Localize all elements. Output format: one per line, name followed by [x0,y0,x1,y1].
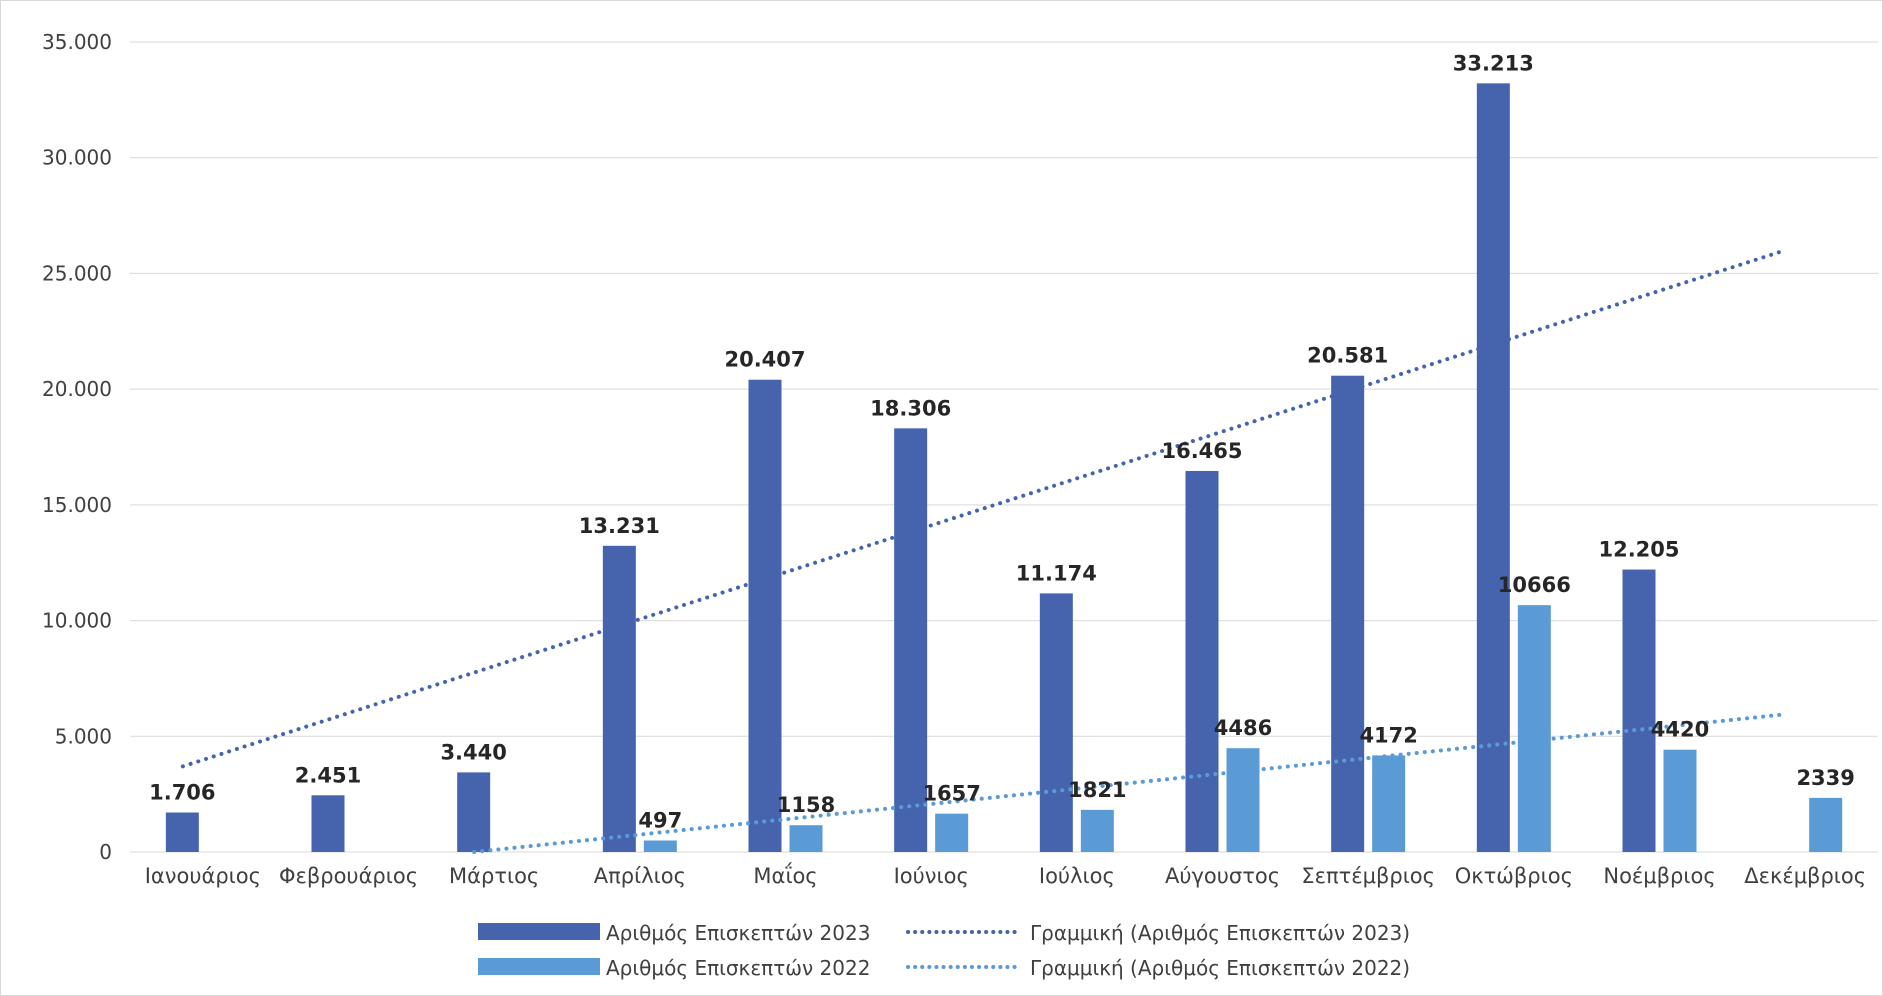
bar-2023 [457,772,491,852]
y-tick-label: 20.000 [42,377,112,401]
data-label-2023: 20.407 [724,348,805,372]
data-label-2023: 20.581 [1307,344,1388,368]
data-label-2022: 497 [638,808,682,832]
x-category-label: Οκτώβριος [1455,864,1573,888]
x-category-label: Μάρτιος [449,864,539,888]
legend-entry-bar: Αριθμός Επισκεπτών 2023 [606,921,870,945]
bar-2022 [1809,797,1843,852]
y-axis-ticks: 0 5.000 10.000 15.000 20.000 25.000 30.000 35.0… [42,30,112,864]
trendline-2023 [180,248,1788,769]
x-category-label: Απρίλιος [594,864,686,888]
x-category-label: Σεπτέμβριος [1301,864,1435,888]
x-category-label: Δεκέμβριος [1744,864,1866,888]
legend-entry-trendline: Γραμμική (Αριθμός Επισκεπτών 2023) [1030,921,1410,945]
bar-2022 [1517,605,1551,852]
bar-2023 [1185,470,1219,852]
bar-2022 [935,813,969,852]
x-category-label: Αύγουστος [1165,864,1280,888]
x-category-label: Φεβρουάριος [279,864,418,888]
gridlines [130,41,1878,853]
y-tick-label: 25.000 [42,261,112,285]
y-tick-label: 30.000 [42,146,112,170]
data-label-2022: 1158 [777,793,835,817]
bar-2022 [789,825,823,852]
legend-entry-bar: Αριθμός Επισκεπτών 2022 [606,956,870,980]
legend-entry-trendline: Γραμμική (Αριθμός Επισκεπτών 2022) [1030,956,1410,980]
y-tick-label: 35.000 [42,30,112,54]
bar-2022 [1080,809,1114,852]
bar-2023 [1476,83,1510,853]
y-tick-label: 10.000 [42,609,112,633]
data-label-2022: 4486 [1214,716,1272,740]
data-label-2022: 1821 [1068,778,1126,802]
bar-2023 [311,795,345,852]
data-label-2022: 10666 [1498,573,1571,597]
bar-2023 [1622,569,1656,852]
bar-2023 [1331,375,1365,852]
data-label-2023: 3.440 [440,740,506,764]
data-label-2023: 13.231 [579,514,660,538]
data-labels: 1.706 2.451 3.440 13.231 20.407 18.306 11.174 1… [149,51,1855,832]
data-label-2022: 1657 [922,782,980,806]
x-category-label: Ιανουάριος [145,864,261,888]
legend-swatch-bar [478,923,600,940]
bar-2022 [643,840,677,852]
x-category-label: Μαΐος [753,862,817,888]
data-label-2022: 4420 [1651,718,1709,742]
y-tick-label: 5.000 [55,724,112,748]
data-label-2022: 4172 [1359,723,1417,747]
bar-2022 [1226,748,1260,852]
trendlines [180,248,1788,854]
y-tick-label: 15.000 [42,493,112,517]
bar-2022 [1663,749,1697,852]
legend: Αριθμός Επισκεπτών 2023 Γραμμική (Αριθμός… [478,921,1410,980]
bar-2023 [1039,593,1073,852]
trendline-2022 [472,712,1788,854]
bar-2022 [1372,755,1406,852]
data-label-2023: 2.451 [295,763,361,787]
data-label-2022: 2339 [1796,766,1854,790]
legend-swatch-bar [478,958,600,975]
data-label-2023: 33.213 [1453,51,1534,75]
bars [165,83,1843,853]
y-tick-label: 0 [99,840,112,864]
bar-2023 [748,379,782,852]
data-label-2023: 16.465 [1161,439,1242,463]
data-label-2023: 18.306 [870,396,951,420]
x-category-label: Ιούνιος [894,864,969,888]
x-category-label: Νοέμβριος [1603,864,1715,888]
data-label-2023: 12.205 [1598,538,1679,562]
bar-2023 [165,812,199,852]
bar-2023 [602,545,636,852]
x-category-label: Ιούλιος [1039,864,1115,888]
data-label-2023: 1.706 [149,781,215,805]
data-label-2023: 11.174 [1016,561,1097,585]
x-axis-categories: Ιανουάριος Φεβρουάριος Μάρτιος Απρίλιος Μαΐο… [145,862,1866,888]
bar-2023 [894,428,928,852]
